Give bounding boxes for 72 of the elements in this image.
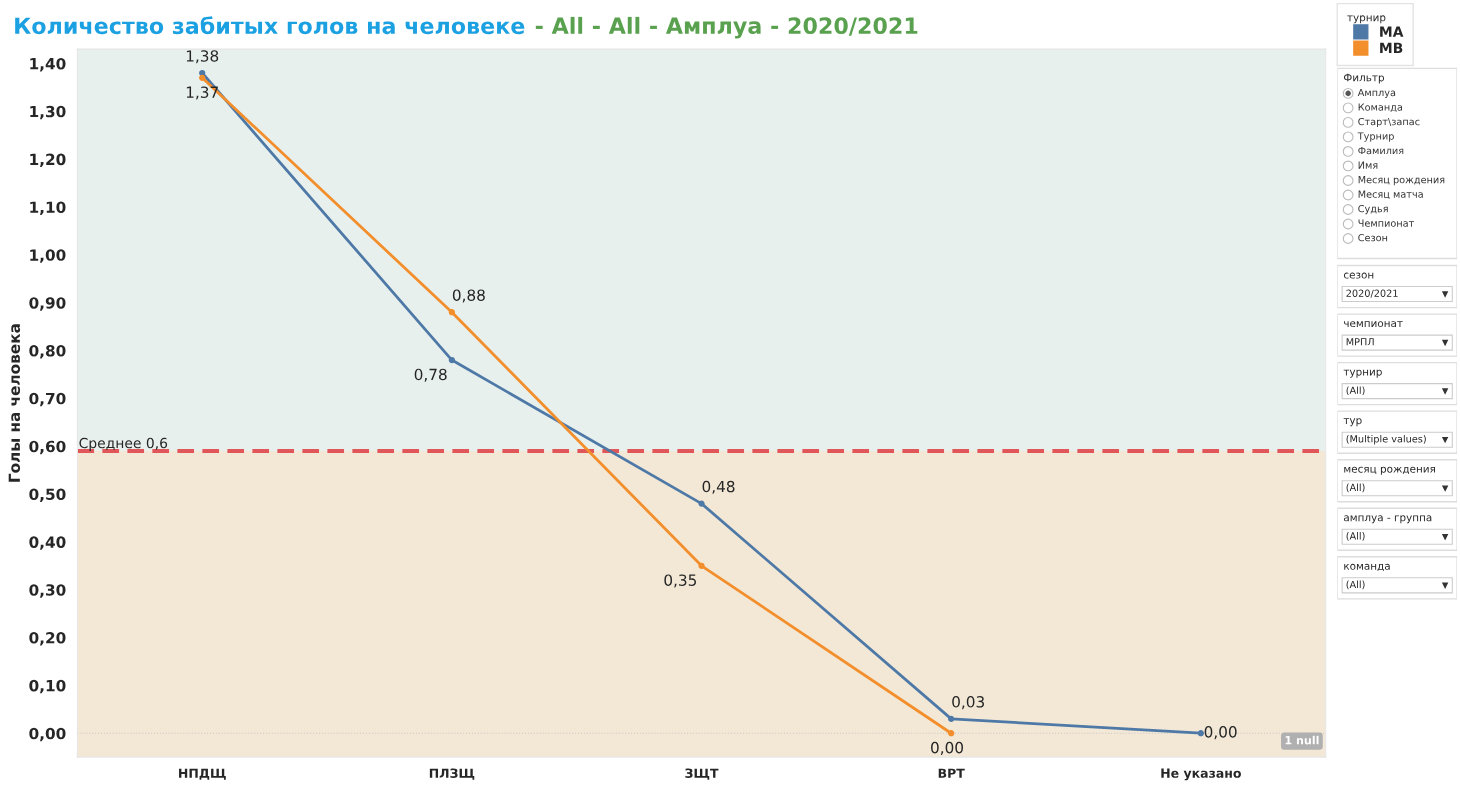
text: (All)	[1346, 532, 1365, 541]
point	[448, 309, 455, 316]
x-tick-label: ЗЩТ	[685, 768, 719, 780]
point	[199, 74, 206, 81]
text: МРПЛ	[1346, 338, 1374, 346]
text: Амплуа	[1357, 88, 1396, 99]
data-label: 0,48	[702, 480, 735, 494]
text: Чемпионат	[1358, 219, 1415, 227]
ref-line-label: Среднее 0,6	[79, 437, 168, 451]
y-tick-label: 0,30	[29, 584, 66, 598]
text: Команда	[1358, 103, 1403, 112]
legend-title: турнир	[1347, 15, 1386, 24]
y-tick-label: 1,00	[30, 249, 66, 263]
text: команда	[1344, 563, 1390, 572]
data-label: 0,03	[952, 696, 984, 710]
point	[948, 730, 955, 737]
point	[698, 500, 705, 507]
text: тур	[1343, 418, 1362, 427]
data-label: 0,88	[452, 289, 485, 303]
text: Месяц рождения	[1358, 176, 1445, 186]
y-tick-label: 0,80	[29, 344, 66, 359]
text: Турнир	[1357, 132, 1394, 142]
text: 2020/2021	[1346, 289, 1398, 298]
legend-label: MA	[1380, 26, 1404, 37]
y-tick-label: 0,00	[29, 727, 66, 742]
text: Имя	[1358, 161, 1378, 169]
text: Судья	[1358, 204, 1388, 215]
text: Старт\запас	[1358, 117, 1420, 128]
y-tick-label: 1,20	[30, 153, 66, 168]
text: Сезон	[1358, 233, 1388, 242]
y-tick-label: 1,10	[30, 201, 66, 215]
chart-title: Количество забитых голов на человеке	[15, 16, 525, 35]
text: (All)	[1346, 386, 1365, 396]
y-tick-label: 0,10	[29, 679, 66, 694]
y-tick-label: 0,70	[29, 392, 66, 407]
annotation: 1 null	[1285, 735, 1319, 745]
data-label: 0,35	[664, 574, 697, 588]
data-label: 1,37	[186, 86, 218, 100]
chart-subtitle: - All - All - Амплуа - 2020/2021	[535, 16, 918, 39]
text: (Multiple values)	[1346, 434, 1426, 445]
y-tick-label: 0,50	[29, 488, 66, 502]
text: Фильтр	[1343, 73, 1384, 84]
data-label: 0,00	[1204, 726, 1237, 740]
text: месяц рождения	[1344, 466, 1435, 475]
point	[1197, 730, 1204, 737]
text: сезон	[1343, 272, 1374, 279]
x-tick-label: НПДЩ	[179, 768, 226, 780]
y-tick-label: 0,60	[29, 440, 66, 455]
y-tick-label: 1,30	[30, 105, 66, 120]
x-tick-label: ВРТ	[938, 768, 965, 778]
y-axis-title: Голы на человека	[8, 324, 21, 482]
data-label: 1,38	[186, 50, 219, 64]
data-label: 0,00	[931, 741, 964, 755]
point	[199, 69, 206, 77]
point	[698, 562, 705, 569]
legend-label: MB	[1380, 42, 1403, 53]
point	[948, 715, 955, 723]
x-tick-label: ПЛЗЩ	[429, 768, 475, 780]
y-tick-label: 0,40	[29, 536, 66, 550]
data-label: 0,78	[414, 368, 447, 382]
text: (All)	[1346, 483, 1365, 493]
x-tick-label: Не указано	[1161, 768, 1241, 781]
text: (All)	[1346, 580, 1365, 590]
text: турнир	[1343, 369, 1382, 378]
text: Фамилия	[1358, 147, 1404, 155]
point	[448, 356, 455, 364]
y-tick-label: 0,20	[29, 632, 66, 646]
text: Месяц матча	[1358, 190, 1423, 199]
text: амплуа - группа	[1343, 515, 1432, 524]
text: чемпионат	[1344, 321, 1403, 328]
y-tick-label: 0,90	[29, 297, 66, 311]
y-tick-label: 1,40	[30, 57, 66, 72]
